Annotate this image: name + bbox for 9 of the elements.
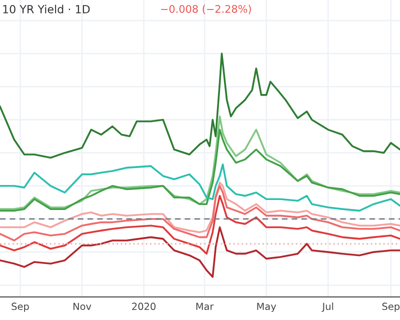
x-tick-label: Mar xyxy=(196,302,214,310)
x-tick-label: May xyxy=(257,302,276,312)
chart-title: 10 YR Yield · 1D xyxy=(3,4,90,14)
x-tick-label: Jul xyxy=(322,302,334,312)
x-tick-label: Sep xyxy=(12,302,29,312)
x-tick-label: Sep xyxy=(382,302,400,312)
x-tick-label: Nov xyxy=(73,302,92,310)
x-tick-label: 2020 xyxy=(132,302,156,310)
text: −0.008 (−2.28%) xyxy=(161,4,251,14)
